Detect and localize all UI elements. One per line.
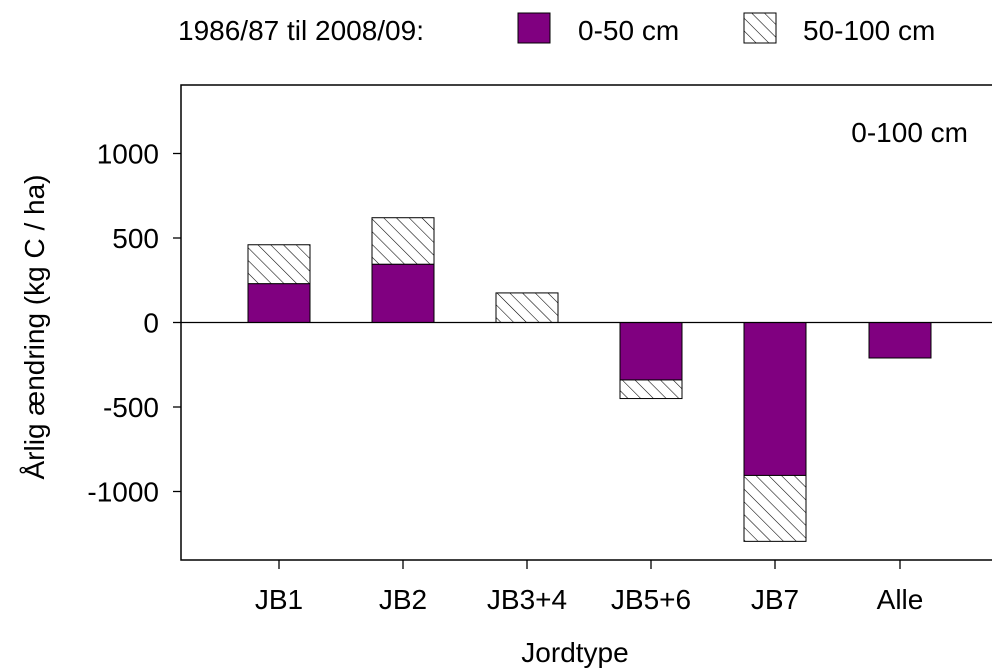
y-ticks: 1000 500 0 -500 -1000 [87, 139, 181, 508]
legend: 1986/87 til 2008/09: 0-50 cm 50-100 cm [178, 12, 935, 46]
y-tick-label: 1000 [97, 139, 159, 170]
x-tick-label: JB1 [255, 584, 303, 615]
bar-jb3plus4-50-100 [495, 292, 559, 323]
y-tick-label: -500 [103, 392, 159, 423]
bar-jb2-50-100 [371, 217, 435, 265]
x-tick-label: Alle [877, 584, 924, 615]
bar-jb2-0-50 [371, 263, 435, 324]
bar-alle-0-50 [868, 322, 932, 359]
legend-swatch-50-100 [743, 12, 777, 44]
bars-group [247, 217, 932, 542]
legend-label-0-50: 0-50 cm [578, 15, 679, 46]
legend-prefix: 1986/87 til 2008/09: [178, 15, 424, 46]
legend-label-50-100: 50-100 cm [803, 15, 935, 46]
y-tick-label: -1000 [87, 477, 159, 508]
y-tick-label: 500 [112, 223, 159, 254]
y-axis-title: Årlig ændring (kg C / ha) [19, 174, 50, 479]
legend-swatch-0-50 [517, 12, 551, 44]
bar-jb5plus6-0-50 [619, 322, 683, 381]
bar-jb1-0-50 [247, 283, 311, 324]
bar-jb5plus6-50-100 [619, 379, 683, 400]
annotation-depth: 0-100 cm [851, 117, 968, 148]
bar-jb1-50-100 [247, 244, 311, 285]
x-tick-label: JB3+4 [487, 584, 567, 615]
bar-jb7-0-50 [743, 322, 807, 476]
x-tick-label: JB5+6 [611, 584, 691, 615]
y-tick-label: 0 [143, 308, 159, 339]
x-tick-label: JB7 [751, 584, 799, 615]
x-ticks: JB1 JB2 JB3+4 JB5+6 JB7 Alle [255, 560, 923, 615]
x-tick-label: JB2 [379, 584, 427, 615]
bar-jb7-50-100 [743, 474, 807, 542]
x-axis-title: Jordtype [521, 637, 628, 668]
